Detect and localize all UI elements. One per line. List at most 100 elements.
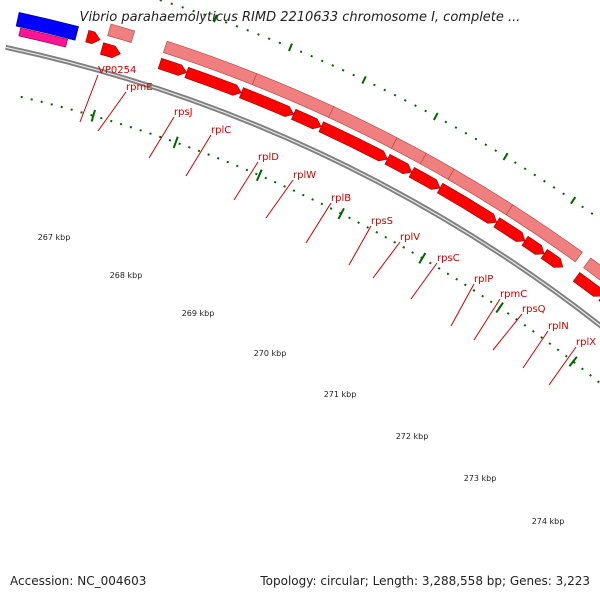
reverse-gene <box>85 30 101 44</box>
kbp-label: 273 kbp <box>464 474 497 483</box>
gene-leader-line <box>97 91 127 132</box>
outer-tick <box>433 112 439 121</box>
gene-label: rplC <box>211 125 231 136</box>
ruler-dot <box>70 108 73 111</box>
ruler-major-tick <box>337 207 345 220</box>
reverse-gene <box>318 121 388 162</box>
gene-label: rpsS <box>371 216 393 227</box>
outer-tick <box>310 54 313 58</box>
outer-tick <box>454 126 458 129</box>
reverse-gene <box>291 108 322 130</box>
ruler-dot <box>437 267 441 270</box>
gene-label: rplN <box>548 321 569 332</box>
gene-leader-line <box>348 225 372 266</box>
gene-leader-line <box>185 134 212 177</box>
ruler-dot <box>581 367 584 371</box>
ruler-dot <box>556 348 560 352</box>
outer-tick <box>192 9 195 13</box>
reverse-gene <box>436 182 498 224</box>
ruler-dot <box>236 164 239 168</box>
gene-leader-line <box>548 346 577 386</box>
kbp-label: 274 kbp <box>532 517 565 526</box>
outer-tick <box>159 0 162 2</box>
ruler-dot <box>129 125 133 129</box>
gene-leader-line <box>522 330 549 369</box>
gene-label: rplX <box>576 337 596 348</box>
outer-tick <box>523 167 527 171</box>
ruler-dot <box>515 317 518 321</box>
reverse-gene <box>408 166 441 190</box>
ruler-dot <box>384 235 388 239</box>
ruler-dot <box>402 246 406 249</box>
outer-tick <box>502 152 509 161</box>
outer-tick <box>257 33 260 36</box>
outer-tick <box>403 99 407 102</box>
reverse-gene <box>239 87 295 117</box>
ruler-dot <box>149 132 152 135</box>
gene-leader-line <box>233 161 259 201</box>
ruler-dot <box>597 380 600 384</box>
gene-label: rplB <box>331 193 351 204</box>
reverse-gene <box>493 217 526 242</box>
ruler-dot <box>366 226 370 229</box>
gene-label: VP0254 <box>98 65 136 76</box>
ruler-dot <box>428 261 432 265</box>
ruler-dot <box>292 189 296 193</box>
outer-tick <box>484 143 488 147</box>
outer-tick <box>533 173 537 177</box>
ruler-dot <box>226 160 230 164</box>
outer-tick <box>267 37 271 40</box>
ruler-dot <box>481 294 484 298</box>
ruler-dot <box>311 198 314 201</box>
ruler-dot <box>564 354 568 358</box>
ruler-dot <box>393 240 397 244</box>
gene-label: rplW <box>293 170 316 181</box>
ruler-dot <box>531 330 535 333</box>
ruler-dot <box>320 202 324 206</box>
reverse-gene <box>540 248 564 268</box>
outer-tick <box>331 64 335 67</box>
outer-tick <box>464 131 468 135</box>
map-title: Vibrio parahaemolyticus RIMD 2210633 chr… <box>79 10 521 25</box>
ruler-dot <box>348 216 351 220</box>
ruler-dot <box>254 172 258 176</box>
ruler-dot <box>472 289 476 292</box>
gene-label: rpmC <box>500 289 527 300</box>
outer-tick <box>320 59 324 63</box>
ruler-dot <box>357 221 360 224</box>
outer-tick <box>278 41 282 45</box>
ruler-dot <box>506 312 510 315</box>
ruler-dot <box>216 157 220 160</box>
topology-text: Topology: circular; Length: 3,288,558 bp… <box>260 574 590 588</box>
gene-leader-line <box>473 298 501 341</box>
ruler-dot <box>90 113 93 117</box>
outer-tick <box>213 14 218 23</box>
ruler-dot <box>411 251 415 254</box>
kbp-label: 267 kbp <box>38 233 71 242</box>
ruler-dot <box>273 180 277 184</box>
reverse-gene <box>572 272 600 297</box>
outer-tick <box>552 186 556 189</box>
reverse-gene <box>99 42 121 58</box>
gene-leader-line <box>79 74 99 123</box>
ruler-dot <box>245 168 249 172</box>
forward-gene <box>107 23 136 43</box>
outer-tick <box>444 120 448 124</box>
ruler-dot <box>489 300 493 304</box>
gene-label: rpsC <box>437 253 460 264</box>
outer-tick <box>288 43 293 52</box>
outer-tick <box>246 29 250 32</box>
ruler-dot <box>283 185 286 188</box>
ruler-dot <box>446 272 450 276</box>
gene-label: rpsQ <box>522 304 546 315</box>
outer-tick <box>235 25 239 28</box>
ruler-major-tick <box>568 356 578 367</box>
ruler-dot <box>589 373 592 377</box>
ruler-dot <box>548 342 552 346</box>
outer-tick <box>224 21 228 24</box>
ruler-dot <box>463 283 467 287</box>
gene-label: rplV <box>400 232 420 243</box>
reverse-gene <box>384 153 413 175</box>
ruler-dot <box>178 142 181 146</box>
